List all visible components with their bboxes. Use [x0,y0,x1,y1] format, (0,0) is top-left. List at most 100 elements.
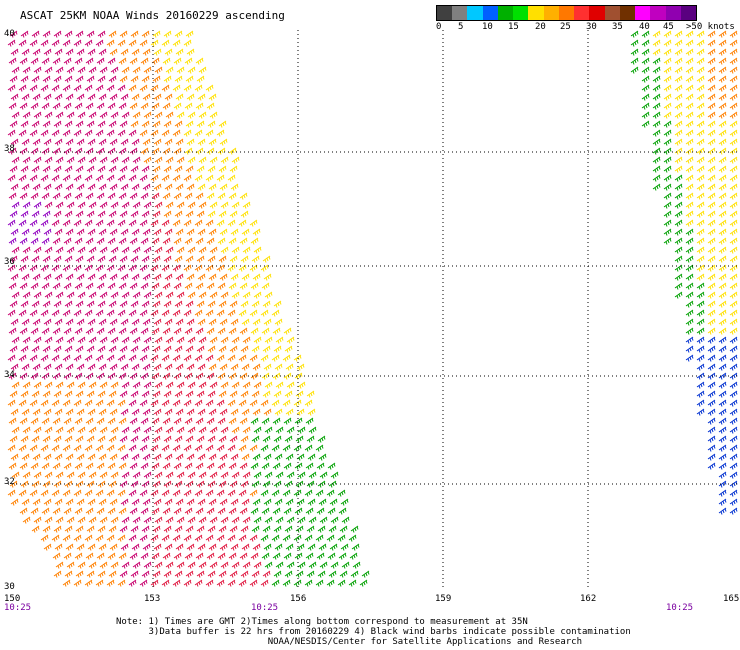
wind-barb [339,570,348,578]
wind-barb [175,363,184,371]
wind-barb [271,399,280,407]
wind-barb [674,120,683,128]
wind-barb [218,525,227,533]
wind-barb [109,93,118,101]
wind-barb [707,381,716,389]
wind-barb [198,246,207,254]
wind-barb [43,318,52,326]
wind-barb [132,336,141,344]
wind-barb [95,579,104,587]
wind-barb [53,570,62,578]
wind-barb [32,273,41,281]
wind-barb [251,300,260,308]
wind-barb [52,552,61,560]
wind-barb [674,246,683,254]
wind-barb [7,399,16,407]
wind-barb [75,435,84,443]
wind-barb [252,453,261,461]
wind-barb [696,48,705,56]
wind-barb [295,480,304,488]
wind-barb [707,273,716,281]
wind-barb [208,183,217,191]
wind-barb [87,273,96,281]
wind-barb [19,417,28,425]
wind-barb [228,192,237,200]
wind-barb [315,444,324,452]
wind-barb [21,363,30,371]
wind-barb [218,255,227,263]
wind-barb [20,300,29,308]
wind-barb [21,48,30,56]
wind-barb [729,408,738,416]
wind-barb [132,471,141,479]
wind-barb [729,327,738,335]
wind-barb [7,489,16,497]
wind-barb [86,480,95,488]
wind-barb [696,291,705,299]
wind-barb [73,174,82,182]
wind-barb [707,255,716,263]
wind-barb [19,372,28,380]
wind-barb [718,129,727,137]
wind-barb [54,408,63,416]
wind-barb [55,291,64,299]
wind-barb [140,552,149,560]
wind-barb [304,399,313,407]
wind-barb [40,399,49,407]
wind-barb [128,309,137,317]
wind-barb [260,309,269,317]
wind-barb [729,426,738,434]
wind-barb [241,498,250,506]
wind-barb [652,48,661,56]
wind-barb [10,93,19,101]
wind-barb [216,534,225,542]
wind-barb [96,327,105,335]
wind-barb [87,453,96,461]
wind-barb [183,354,192,362]
wind-barb [187,471,196,479]
wind-barb [88,111,97,119]
wind-barb [227,399,236,407]
wind-barb [42,30,51,38]
wind-barb [43,228,52,236]
wind-barb [195,417,204,425]
wind-barb [153,543,162,551]
wind-barb [718,111,727,119]
wind-barb [73,219,82,227]
wind-barb [54,228,63,236]
wind-barb [295,525,304,533]
wind-barb [18,399,27,407]
wind-barb [183,174,192,182]
wind-barb [696,156,705,164]
wind-barb [20,75,29,83]
wind-barb [30,417,39,425]
wind-barb [44,156,53,164]
wind-barb [128,354,137,362]
wind-barb [176,516,185,524]
wind-barb [718,327,727,335]
legend-label: 20 [535,22,546,32]
wind-barb [139,264,148,272]
wind-barb [663,219,672,227]
wind-barb [64,255,73,263]
wind-barb [205,354,214,362]
wind-barb [44,111,53,119]
wind-barb [251,525,260,533]
wind-barb [240,210,249,218]
wind-barb [284,345,293,353]
wind-barb [241,318,250,326]
wind-barb [154,471,163,479]
wind-barb [198,66,207,74]
wind-barb [44,426,53,434]
wind-barb [95,399,104,407]
wind-barb [130,165,139,173]
wind-barb [295,435,304,443]
wind-barb [674,219,683,227]
wind-barb [109,408,118,416]
wind-barb [74,147,83,155]
wind-barb [674,84,683,92]
wind-barb [184,102,193,110]
wind-barb [164,453,173,461]
wind-barb [22,156,31,164]
wind-barb [76,93,85,101]
